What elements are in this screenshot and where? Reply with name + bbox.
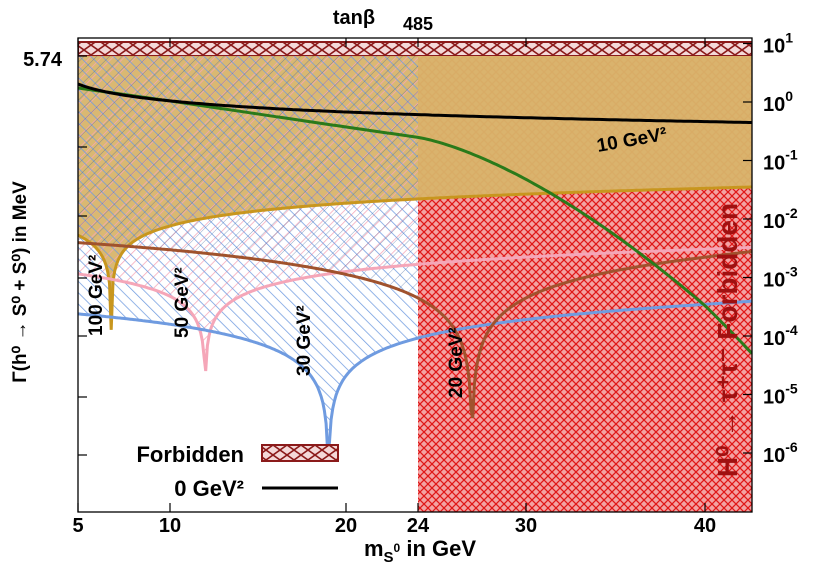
series-label-s30: 30 GeV²	[294, 305, 315, 376]
forbidden-top-band	[78, 41, 752, 57]
legend-label-forbidden: Forbidden	[136, 442, 244, 467]
x-axis-label: mS0 in GeV	[364, 536, 476, 566]
legend-swatch-forbidden	[261, 444, 339, 462]
series-label-s100: 100 GeV²	[86, 255, 107, 336]
series-line-50	[78, 245, 752, 372]
right-tick-label: 10-3	[763, 264, 798, 292]
plot-frame	[77, 37, 753, 513]
series-line-0	[78, 82, 752, 124]
left-axis-ticks	[78, 55, 87, 456]
series-label-s50: 50 GeV²	[172, 267, 193, 338]
series-label-s20: 20 GeV²	[446, 327, 467, 398]
x-tick-label: 24	[407, 515, 430, 537]
x-tick-label: 10	[159, 515, 181, 537]
right-axis-ticks: 101 100 10-1 10-2 10-3 10-4 10-5 10-6	[743, 30, 798, 467]
right-tick-label: 10-2	[763, 205, 798, 233]
legend: Forbidden 0 GeV²	[136, 442, 339, 501]
right-tick-label: 10-5	[763, 381, 798, 409]
series-line-20	[78, 241, 752, 419]
x-tick-label: 30	[515, 515, 537, 537]
x-axis-ticks: 5 10 20 24 30 40	[72, 38, 716, 537]
right-tick-label: 100	[763, 88, 793, 116]
legend-label-zero: 0 GeV²	[174, 476, 244, 501]
series-line-30	[78, 299, 752, 455]
right-tick-label: 10-6	[763, 439, 798, 467]
right-tick-label: 10-4	[763, 322, 798, 350]
x-tick-label: 40	[694, 515, 716, 537]
right-tick-label: 10-1	[763, 147, 798, 175]
left-marker-label: 5.74	[23, 49, 63, 71]
y-axis-label: Γ(h⁰ → S⁰ + S⁰) in MeV	[10, 181, 31, 383]
x-tick-label: 20	[335, 515, 357, 537]
forbidden-region-label: H⁰ → τ⁺τ⁻ Forbidden	[712, 203, 743, 477]
chart-title: tanβ	[333, 7, 375, 29]
title-value: 485	[403, 14, 433, 34]
series-fill-20	[78, 56, 418, 298]
right-tick-label: 101	[763, 30, 793, 58]
series-curves	[78, 82, 752, 455]
x-tick-label: 5	[72, 515, 83, 537]
series-line-100	[78, 185, 752, 330]
